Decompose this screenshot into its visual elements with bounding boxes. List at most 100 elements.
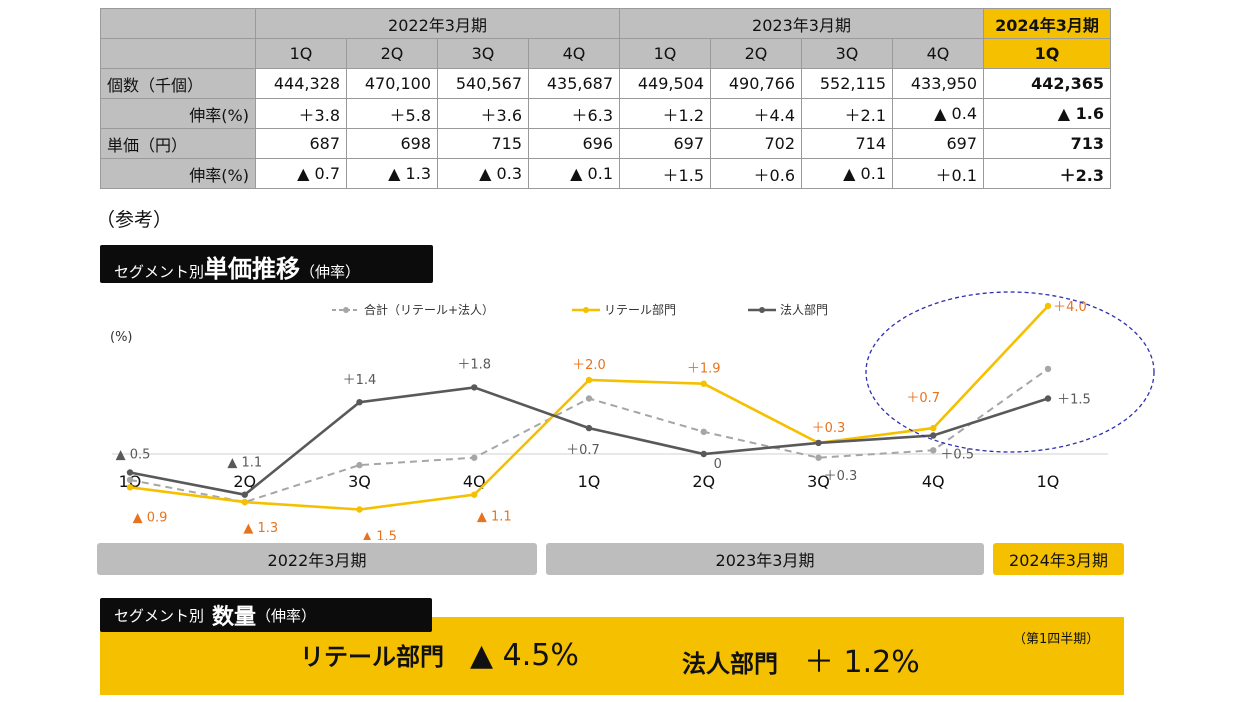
period-bar-2023: 2023年3月期: [546, 543, 984, 575]
table-cell: ＋0.1: [892, 158, 984, 189]
period-header-2022: 2022年3月期: [255, 8, 620, 39]
period-bar-2022: 2022年3月期: [97, 543, 537, 575]
table-corner: [100, 8, 256, 39]
table-cell: ＋2.1: [801, 98, 893, 129]
data-point: [930, 424, 937, 432]
metric-value: ▲ 4.5%: [470, 638, 579, 673]
legend-label: 法人部門: [780, 302, 828, 317]
data-point: [356, 461, 363, 469]
section-banner-volume: セグメント別 数量 （伸率）: [100, 598, 432, 632]
y-axis-label: (%): [110, 330, 133, 345]
table-cell: ▲ 0.4: [892, 98, 984, 129]
data-point: [471, 491, 478, 498]
table-cell: 552,115: [801, 68, 893, 99]
data-point: [471, 384, 478, 391]
quarter-header: 4Q: [892, 38, 984, 69]
legend-label: 合計（リテール+法人）: [364, 302, 494, 317]
period-bar-2024: 2024年3月期: [993, 543, 1124, 575]
table-row-units-growth: 伸率(%) ＋3.8 ＋5.8 ＋3.6 ＋6.3 ＋1.2 ＋4.4 ＋2.1…: [100, 98, 1111, 129]
data-label: ＋1.9: [687, 362, 721, 377]
banner-title: 単価推移: [204, 255, 301, 283]
metric-retail: リテール部門 ▲ 4.5%: [300, 637, 579, 673]
highlight-ellipse: [865, 291, 1155, 453]
data-label: ＋0.5: [940, 448, 974, 463]
data-point: [700, 428, 707, 435]
x-tick-label: 2Q: [233, 472, 256, 491]
row-label: 伸率(%): [100, 98, 256, 129]
period-header-2023: 2023年3月期: [619, 8, 984, 39]
data-label: ＋1.5: [1057, 393, 1091, 408]
quarter-header: 4Q: [528, 38, 620, 69]
x-tick-label: 2Q: [692, 472, 715, 491]
x-tick-label: 1Q: [578, 472, 601, 491]
banner-title: 数量: [212, 605, 257, 630]
data-point: [930, 447, 937, 454]
quarter-header: 2Q: [346, 38, 438, 69]
kpi-table: 2022年3月期 2023年3月期 2024年3月期 1Q 2Q 3Q 4Q 1…: [100, 8, 1111, 189]
data-label: ▲ 0.9: [133, 510, 168, 525]
data-point: [356, 506, 363, 513]
table-cell: ＋2.3: [983, 158, 1111, 189]
data-label: ▲ 0.5: [116, 448, 151, 463]
table-cell: ▲ 1.6: [983, 98, 1111, 129]
legend-marker: [583, 307, 589, 313]
table-cell: 540,567: [437, 68, 529, 99]
metric-label: リテール部門: [300, 643, 444, 671]
table-row-price-growth: 伸率(%) ▲ 0.7 ▲ 1.3 ▲ 0.3 ▲ 0.1 ＋1.5 ＋0.6 …: [100, 158, 1111, 189]
x-tick-label: 3Q: [807, 472, 830, 491]
data-point: [356, 399, 363, 406]
period-header-2024: 2024年3月期: [983, 8, 1111, 39]
table-cell: ▲ 0.7: [255, 158, 347, 189]
data-label: ＋1.4: [343, 373, 377, 388]
table-cell: ＋6.3: [528, 98, 620, 129]
data-point: [1044, 395, 1052, 402]
x-tick-label: 4Q: [922, 472, 945, 491]
data-label: ＋0.3: [812, 421, 846, 436]
data-label: ＋1.8: [457, 357, 491, 372]
quarter-header: 2Q: [710, 38, 802, 69]
table-cell: ＋1.2: [619, 98, 711, 129]
table-cell: ＋5.8: [346, 98, 438, 129]
data-point: [700, 450, 707, 458]
legend-label: リテール部門: [604, 302, 676, 317]
table-cell: 714: [801, 128, 893, 159]
table-cell: ＋4.4: [710, 98, 802, 129]
table-period-row: 2022年3月期 2023年3月期 2024年3月期: [100, 8, 1111, 39]
section-banner-price: セグメント別 単価推移 （伸率）: [100, 245, 433, 283]
quarter-header: 1Q: [255, 38, 347, 69]
data-point: [815, 439, 822, 447]
data-point: [585, 376, 593, 384]
table-corner-2: [100, 38, 256, 69]
data-label: ＋0.7: [906, 391, 940, 406]
reference-label: （参考）: [96, 209, 173, 231]
data-label: ▲ 1.1: [477, 510, 512, 525]
row-label: 伸率(%): [100, 158, 256, 189]
banner-suffix: （伸率）: [300, 263, 361, 281]
data-point: [1044, 302, 1052, 310]
data-label: ＋0.3: [824, 469, 858, 484]
table-cell: 698: [346, 128, 438, 159]
table-cell: ▲ 0.1: [801, 158, 893, 189]
data-point: [126, 469, 134, 476]
table-cell: ＋3.8: [255, 98, 347, 129]
x-tick-label: 4Q: [463, 472, 486, 491]
metric-corporate: 法人部門 ＋ 1.2%: [682, 637, 920, 681]
table-cell: 470,100: [346, 68, 438, 99]
quarter-header: 3Q: [801, 38, 893, 69]
quarter-note: （第1四半期）: [1013, 632, 1100, 647]
data-point: [585, 395, 593, 402]
data-label: ▲ 1.1: [227, 456, 262, 471]
x-tick-label: 3Q: [348, 472, 371, 491]
table-cell: ＋1.5: [619, 158, 711, 189]
banner-suffix: （伸率）: [256, 606, 317, 625]
table-cell: 715: [437, 128, 529, 159]
table-cell: 433,950: [892, 68, 984, 99]
quarter-header: 3Q: [437, 38, 529, 69]
table-cell: ＋3.6: [437, 98, 529, 129]
legend-marker: [759, 307, 765, 313]
quarter-header: 1Q: [983, 38, 1111, 69]
data-point: [241, 498, 248, 506]
data-labels: ▲ 0.9 ▲ 1.3 ▲ 1.5 ▲ 1.1 ＋2.0 ＋1.9 ＋0.3 ＋0.7 ＋4.0…: [116, 300, 1091, 540]
chart-legend: 合計（リテール+法人） リテール部門 法人部門: [332, 302, 828, 317]
